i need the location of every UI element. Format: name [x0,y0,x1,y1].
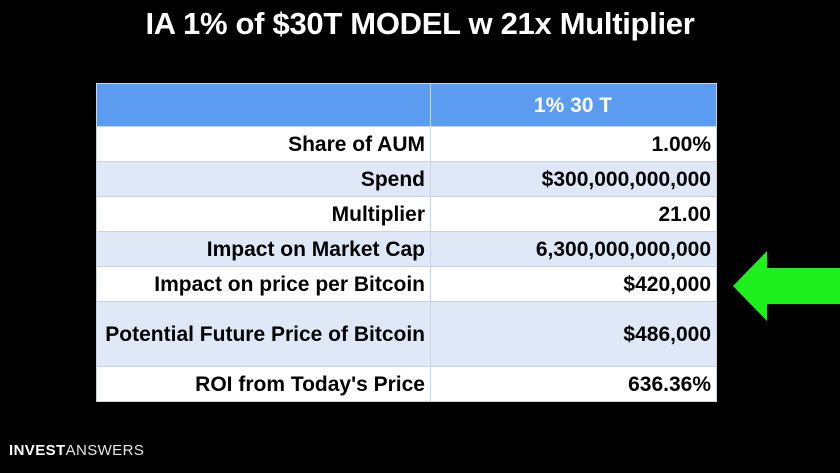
table-row: Potential Future Price of Bitcoin $486,0… [96,301,717,367]
row-label: Impact on price per Bitcoin [96,266,431,302]
table-row: Share of AUM 1.00% [96,126,717,162]
table-row: Impact on price per Bitcoin $420,000 [96,266,717,302]
header-cell-scenario: 1% 30 T [430,83,717,127]
model-table: 1% 30 T Share of AUM 1.00% Spend $300,00… [96,83,717,402]
row-label: ROI from Today's Price [96,366,431,402]
table-row: Multiplier 21.00 [96,196,717,232]
row-value: $486,000 [430,301,717,367]
table-row: ROI from Today's Price 636.36% [96,366,717,402]
table-header-row: 1% 30 T [96,83,717,127]
table-row: Spend $300,000,000,000 [96,161,717,197]
table-row: Impact on Market Cap 6,300,000,000,000 [96,231,717,267]
row-label: Share of AUM [96,126,431,162]
header-cell-label [96,83,431,127]
arrow-left-icon [733,251,840,321]
row-label: Potential Future Price of Bitcoin [96,301,431,367]
page-title: IA 1% of $30T MODEL w 21x Multiplier [145,6,695,41]
logo-bold-text: INVEST [9,442,66,459]
row-value: 1.00% [430,126,717,162]
row-value: $420,000 [430,266,717,302]
row-label: Impact on Market Cap [96,231,431,267]
row-value: 6,300,000,000,000 [430,231,717,267]
row-value: $300,000,000,000 [430,161,717,197]
row-label: Multiplier [96,196,431,232]
logo-regular-text: ANSWERS [65,442,145,459]
row-label: Spend [96,161,431,197]
brand-logo: INVESTANSWERS [9,442,144,459]
row-value: 636.36% [430,366,717,402]
row-value: 21.00 [430,196,717,232]
